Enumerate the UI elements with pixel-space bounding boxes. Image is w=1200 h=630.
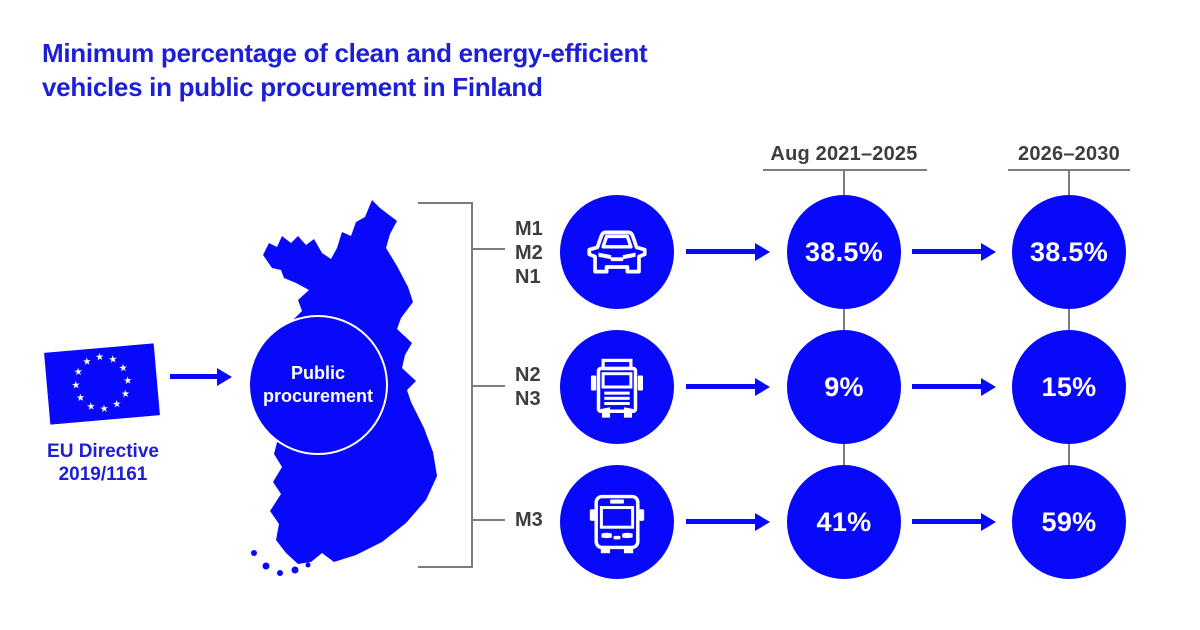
public-procurement-circle: Public procurement <box>248 315 388 455</box>
value-label: 41% <box>816 506 872 537</box>
bracket-bottom-line <box>418 566 473 568</box>
vehicle-class-label: M2 <box>515 242 543 264</box>
value-bubble-cars-2021: 38.5% <box>787 195 901 309</box>
vehicle-class-label: N1 <box>515 266 541 288</box>
eu-directive-label: EU Directive 2019/1161 <box>22 440 184 486</box>
eu-star-icon: ★ <box>122 375 133 388</box>
bracket-top-line <box>418 202 473 204</box>
value-label: 38.5% <box>1029 236 1109 267</box>
archipelago-island <box>305 562 311 568</box>
eu-flag-icon: ★ ★ ★ ★ ★ ★ ★ ★ ★ ★ ★ ★ <box>44 343 160 425</box>
eu-star-icon: ★ <box>111 398 122 411</box>
value-label: 38.5% <box>804 236 884 267</box>
period-header-2026-2030: 2026–2030 <box>1018 143 1120 165</box>
archipelago-island <box>291 566 299 574</box>
public-procurement-line2: procurement <box>262 386 374 406</box>
flow-arrow <box>686 384 756 389</box>
truck-icon <box>590 358 644 418</box>
period2-underline <box>1008 169 1130 171</box>
vehicle-bubble-truck <box>560 330 674 444</box>
flow-arrow <box>912 519 982 524</box>
flow-arrow <box>912 384 982 389</box>
vehicle-class-label: N2 <box>515 364 541 386</box>
eu-star-icon: ★ <box>82 356 92 369</box>
car-icon <box>587 230 647 274</box>
vehicle-classes-row3: M3 <box>515 508 543 532</box>
vehicle-classes-row2: N2 N3 <box>515 363 541 411</box>
vehicle-bubble-bus <box>560 465 674 579</box>
value-bubble-buses-2021: 41% <box>787 465 901 579</box>
page-title: Minimum percentage of clean and energy-e… <box>42 36 802 104</box>
value-label: 9% <box>824 371 864 402</box>
bracket-tick-row2 <box>471 385 505 387</box>
flow-arrow <box>686 249 756 254</box>
value-bubble-trucks-2026: 15% <box>1012 330 1126 444</box>
bus-icon <box>589 494 645 554</box>
vehicle-bubble-car <box>560 195 674 309</box>
vehicle-class-label: M1 <box>515 218 543 240</box>
period1-underline <box>763 169 927 171</box>
archipelago-island <box>277 570 283 576</box>
eu-star-icon: ★ <box>71 379 82 392</box>
bracket-tick-row1 <box>471 248 505 250</box>
eu-star-icon: ★ <box>118 362 129 375</box>
value-bubble-buses-2026: 59% <box>1012 465 1126 579</box>
vehicle-class-label: M3 <box>515 509 543 531</box>
bracket-tick-row3 <box>471 519 505 521</box>
flow-arrow <box>912 249 982 254</box>
eu-star-icon: ★ <box>99 403 110 416</box>
vehicle-classes-row1: M1 M2 N1 <box>515 217 543 289</box>
archipelago-island <box>251 550 257 556</box>
value-bubble-trucks-2021: 9% <box>787 330 901 444</box>
eu-directive-line1: EU Directive <box>47 441 159 462</box>
flow-arrow-eu-to-finland <box>170 374 218 379</box>
page-title-line2: vehicles in public procurement in Finlan… <box>42 72 543 102</box>
eu-star-icon: ★ <box>75 392 86 405</box>
archipelago-island <box>262 562 270 570</box>
period-header-2021-2025: Aug 2021–2025 <box>770 143 918 165</box>
value-bubble-cars-2026: 38.5% <box>1012 195 1126 309</box>
page-title-line1: Minimum percentage of clean and energy-e… <box>42 38 648 68</box>
public-procurement-line1: Public <box>290 363 345 383</box>
vehicle-class-label: N3 <box>515 388 541 410</box>
eu-star-icon: ★ <box>94 351 105 364</box>
value-label: 15% <box>1041 371 1097 402</box>
value-label: 59% <box>1041 506 1097 537</box>
eu-directive-line2: 2019/1161 <box>58 464 148 485</box>
flow-arrow <box>686 519 756 524</box>
